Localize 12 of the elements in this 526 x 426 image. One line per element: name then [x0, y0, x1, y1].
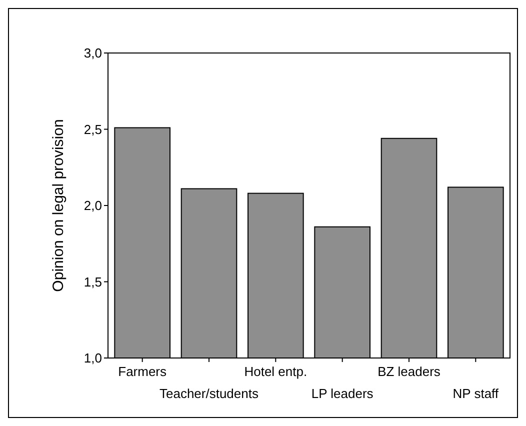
y-tick-label: 3,0: [84, 46, 102, 61]
x-tick-label: Hotel entp.: [244, 364, 308, 379]
y-tick-label: 1,0: [84, 350, 102, 366]
y-tick-label: 2,5: [84, 122, 102, 137]
y-tick-label: 1,5: [84, 274, 102, 290]
y-tick-label: 2,0: [84, 198, 102, 214]
x-tick-label: LP leaders: [311, 386, 374, 401]
x-tick-label: BZ leaders: [378, 364, 441, 379]
x-tick-label: NP staff: [452, 386, 499, 401]
x-tick-label: Farmers: [118, 364, 168, 379]
x-tick-label: Teacher/students: [159, 386, 259, 401]
y-axis-title: Opinion on legal provision: [50, 119, 67, 292]
